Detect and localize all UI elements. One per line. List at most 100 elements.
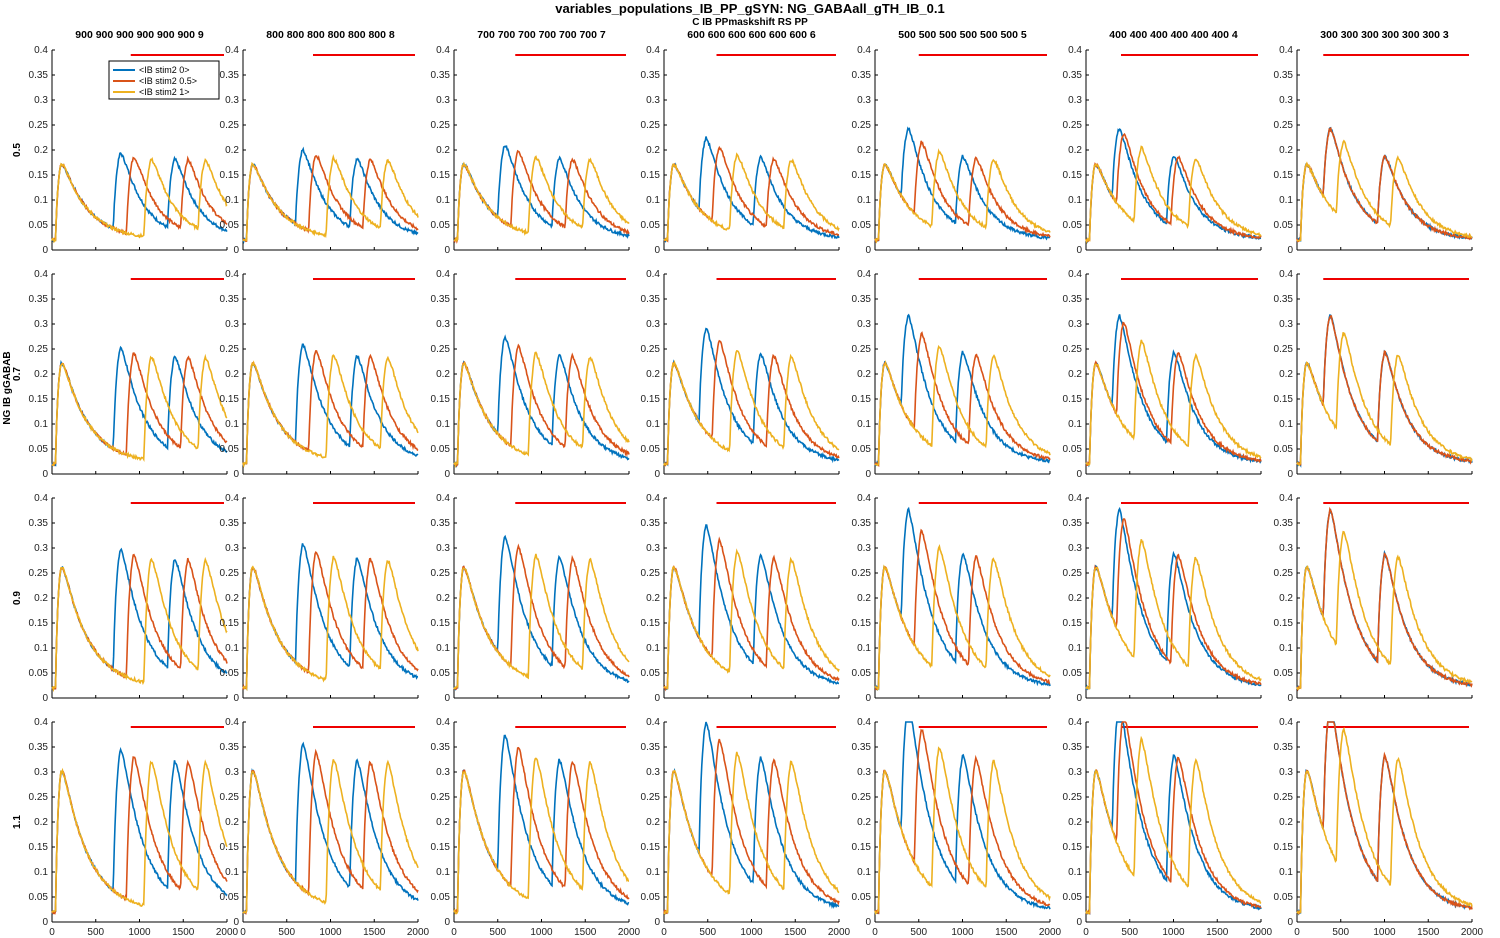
y-tick-label: 0.05 bbox=[29, 444, 49, 455]
figure-title: variables_populations_IB_PP_gSYN: NG_GAB… bbox=[555, 1, 944, 16]
y-tick-label: 0.25 bbox=[220, 344, 240, 355]
y-tick-label: 0.25 bbox=[852, 344, 872, 355]
x-tick-label: 500 bbox=[1332, 927, 1349, 938]
y-tick-label: 0.2 bbox=[857, 593, 871, 604]
y-tick-label: 0.2 bbox=[34, 817, 48, 828]
y-tick-label: 0.2 bbox=[34, 145, 48, 156]
y-tick-label: 0 bbox=[654, 245, 660, 256]
panel-r3-c1: 0 0.05 0.1 0.15 0.2 0.25 0.3 0.35 0.4 0 500 1000 150… bbox=[220, 717, 430, 938]
y-tick-label: 0.2 bbox=[225, 817, 239, 828]
series-line-2 bbox=[453, 757, 630, 915]
y-tick-label: 0.2 bbox=[1068, 145, 1082, 156]
series-line-1 bbox=[663, 536, 840, 692]
x-tick-label: 1000 bbox=[530, 927, 553, 938]
y-tick-label: 0.35 bbox=[431, 518, 451, 529]
y-tick-label: 0.2 bbox=[646, 145, 660, 156]
y-tick-label: 0.25 bbox=[641, 120, 661, 131]
y-tick-label: 0.1 bbox=[1068, 419, 1082, 430]
panel-r1-c3: 0 0.05 0.1 0.15 0.2 0.25 0.3 0.35 0.4 bbox=[641, 269, 840, 480]
y-tick-label: 0.35 bbox=[1063, 742, 1083, 753]
y-tick-label: 0.35 bbox=[641, 294, 661, 305]
series-line-1 bbox=[1296, 315, 1473, 466]
y-tick-label: 0.4 bbox=[34, 269, 48, 280]
series-line-1 bbox=[1296, 506, 1473, 692]
y-tick-label: 0.2 bbox=[34, 369, 48, 380]
y-tick-label: 0.25 bbox=[29, 344, 49, 355]
y-tick-label: 0.2 bbox=[436, 593, 450, 604]
series-line-1 bbox=[1296, 127, 1473, 243]
y-tick-label: 0.15 bbox=[1063, 394, 1083, 405]
x-tick-label: 1000 bbox=[319, 927, 342, 938]
y-tick-label: 0.15 bbox=[431, 618, 451, 629]
column-title: 900 900 900 900 900 900 9 bbox=[75, 29, 204, 41]
series-line-2 bbox=[242, 354, 419, 469]
y-tick-label: 0.35 bbox=[641, 742, 661, 753]
y-tick-label: 0.3 bbox=[34, 767, 48, 778]
y-tick-label: 0.4 bbox=[857, 45, 871, 56]
y-tick-label: 0.1 bbox=[646, 867, 660, 878]
y-tick-label: 0.3 bbox=[857, 543, 871, 554]
y-tick-label: 0.25 bbox=[852, 792, 872, 803]
y-tick-label: 0.1 bbox=[225, 867, 239, 878]
y-tick-label: 0.3 bbox=[225, 95, 239, 106]
y-tick-label: 0.05 bbox=[852, 444, 872, 455]
y-tick-label: 0.05 bbox=[641, 892, 661, 903]
y-tick-label: 0.35 bbox=[641, 70, 661, 81]
y-tick-label: 0.1 bbox=[436, 643, 450, 654]
y-tick-label: 0 bbox=[233, 469, 239, 480]
y-tick-label: 0.35 bbox=[431, 70, 451, 81]
y-tick-label: 0 bbox=[233, 245, 239, 256]
series-line-2 bbox=[874, 148, 1051, 244]
y-tick-label: 0.4 bbox=[646, 493, 660, 504]
y-tick-label: 0.2 bbox=[857, 145, 871, 156]
panel-r2-c3: 0 0.05 0.1 0.15 0.2 0.25 0.3 0.35 0.4 bbox=[641, 493, 840, 704]
y-tick-label: 0.2 bbox=[1068, 593, 1082, 604]
series-line-2 bbox=[1296, 139, 1473, 242]
y-tick-label: 0.3 bbox=[1068, 767, 1082, 778]
y-tick-label: 0.15 bbox=[431, 170, 451, 181]
y-tick-label: 0.4 bbox=[1068, 493, 1082, 504]
y-tick-label: 0.4 bbox=[436, 717, 450, 728]
y-tick-label: 0.05 bbox=[1063, 668, 1083, 679]
panel-r2-c4: 0 0.05 0.1 0.15 0.2 0.25 0.3 0.35 0.4 bbox=[852, 493, 1051, 704]
y-tick-label: 0.15 bbox=[641, 842, 661, 853]
y-tick-label: 0.4 bbox=[857, 493, 871, 504]
series-line-0 bbox=[874, 721, 1051, 915]
y-tick-label: 0.1 bbox=[1279, 419, 1293, 430]
y-tick-label: 0.05 bbox=[852, 668, 872, 679]
x-tick-label: 1000 bbox=[951, 927, 974, 938]
series-line-2 bbox=[1085, 145, 1262, 245]
y-tick-label: 0.05 bbox=[431, 668, 451, 679]
column-title: 400 400 400 400 400 400 4 bbox=[1109, 29, 1238, 41]
x-tick-label: 500 bbox=[910, 927, 927, 938]
x-tick-label: 500 bbox=[699, 927, 716, 938]
y-tick-label: 0.05 bbox=[1063, 444, 1083, 455]
y-tick-label: 0.3 bbox=[436, 543, 450, 554]
y-tick-label: 0.1 bbox=[646, 419, 660, 430]
panel-r0-c1: 0 0.05 0.1 0.15 0.2 0.25 0.3 0.35 0.4 800 800 800… bbox=[220, 29, 419, 256]
y-tick-label: 0 bbox=[42, 693, 48, 704]
y-tick-label: 0.1 bbox=[857, 195, 871, 206]
series-line-2 bbox=[242, 555, 419, 692]
panel-r1-c4: 0 0.05 0.1 0.15 0.2 0.25 0.3 0.35 0.4 bbox=[852, 269, 1051, 480]
y-tick-label: 0.4 bbox=[436, 493, 450, 504]
y-tick-label: 0.4 bbox=[646, 45, 660, 56]
y-tick-label: 0.15 bbox=[852, 394, 872, 405]
y-tick-label: 0.3 bbox=[646, 543, 660, 554]
series-line-2 bbox=[1085, 339, 1262, 467]
series-line-2 bbox=[51, 157, 228, 244]
y-tick-label: 0.3 bbox=[225, 543, 239, 554]
y-tick-label: 0.15 bbox=[1274, 842, 1294, 853]
y-tick-label: 0.35 bbox=[1274, 518, 1294, 529]
y-tick-label: 0.15 bbox=[1274, 170, 1294, 181]
y-tick-label: 0.1 bbox=[34, 867, 48, 878]
y-tick-label: 0.1 bbox=[225, 643, 239, 654]
y-tick-label: 0.1 bbox=[436, 195, 450, 206]
y-tick-label: 0.05 bbox=[1063, 892, 1083, 903]
y-tick-label: 0.4 bbox=[34, 493, 48, 504]
y-tick-label: 0.3 bbox=[34, 543, 48, 554]
x-tick-label: 2000 bbox=[1039, 927, 1062, 938]
y-tick-label: 0.15 bbox=[220, 618, 240, 629]
y-tick-label: 0.3 bbox=[436, 95, 450, 106]
